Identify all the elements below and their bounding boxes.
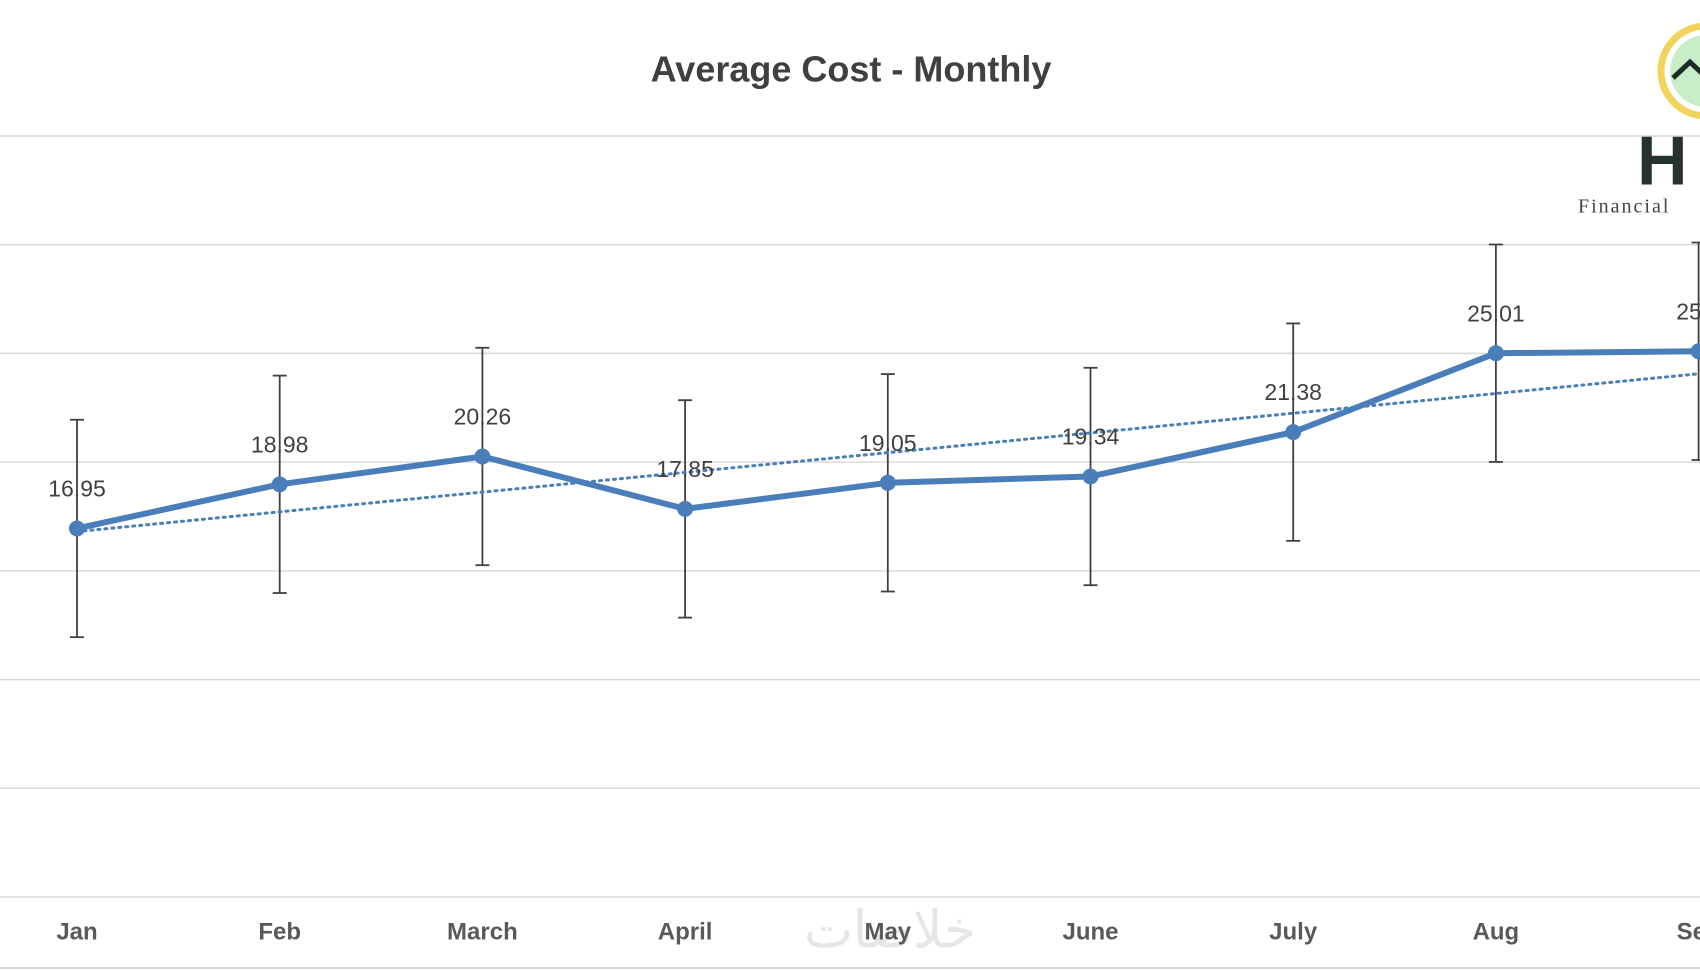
logo: H Financial: [1578, 22, 1700, 218]
data-point: [1285, 424, 1302, 441]
data-point: [271, 476, 288, 493]
data-label: 17.85: [656, 456, 714, 482]
chart-title: Average Cost - Monthly: [651, 49, 1052, 90]
data-point: [1082, 468, 1099, 485]
x-tick-label: Aug: [1473, 918, 1520, 945]
logo-tagline: Financial: [1578, 196, 1670, 218]
data-label: 21.38: [1264, 379, 1322, 405]
logo-mark: H: [1637, 121, 1688, 199]
data-label: 25.01: [1467, 300, 1525, 326]
watermark: خلاصات: [804, 902, 976, 960]
x-tick-label: May: [864, 918, 911, 945]
x-tick-label: April: [658, 918, 713, 945]
data-label: 20.26: [454, 404, 512, 430]
logo-ring: [1657, 22, 1700, 120]
x-tick-label: Jan: [56, 918, 97, 945]
data-point: [1487, 345, 1504, 362]
data-label: 19.34: [1062, 424, 1120, 450]
data-label: 16.95: [48, 476, 106, 502]
x-tick-label: Feb: [258, 918, 301, 945]
x-tick-label: Sep: [1677, 918, 1700, 945]
logo-chevron: [1671, 58, 1700, 80]
data-point: [1690, 343, 1700, 360]
data-point: [69, 520, 85, 537]
data-label: 19.05: [859, 430, 917, 456]
logo-disc: [1670, 35, 1700, 107]
trendline: [75, 372, 1700, 534]
x-tick-label: June: [1062, 918, 1118, 945]
x-tick-label: March: [447, 918, 518, 945]
data-point: [879, 474, 896, 491]
data-point: [474, 448, 491, 465]
data-label: 25.1: [1676, 298, 1700, 324]
x-tick-label: July: [1269, 918, 1318, 945]
data-label: 18.98: [251, 431, 309, 457]
data-point: [677, 500, 694, 517]
